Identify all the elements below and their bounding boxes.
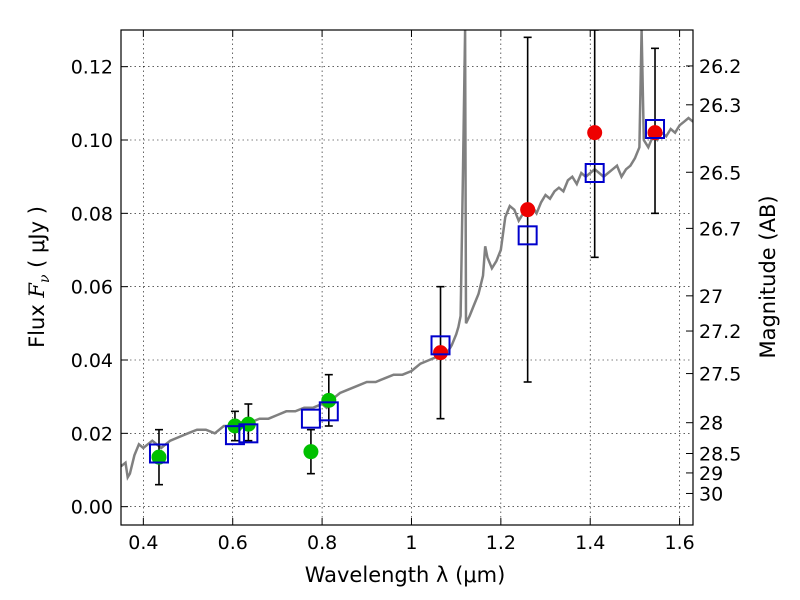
y-tick-label: 0.12 xyxy=(71,57,113,79)
model-flux-marker xyxy=(300,408,321,429)
y-axis-label: Flux Fν ( μJy ) xyxy=(25,206,53,348)
x-tick-label: 1 xyxy=(405,532,417,554)
photometry-point xyxy=(647,125,663,141)
photometry-point xyxy=(303,444,319,460)
photometry-point xyxy=(321,392,337,408)
y-tick-label: 0.00 xyxy=(71,497,113,519)
model-flux-marker xyxy=(224,425,245,446)
x-tick-label: 1.2 xyxy=(486,532,516,554)
y2-tick-label: 26.7 xyxy=(699,218,741,240)
x-tick-label: 0.6 xyxy=(218,532,248,554)
x-tick-label: 0.4 xyxy=(128,532,158,554)
model-flux-marker xyxy=(517,225,538,246)
x-tick-label: 1.6 xyxy=(664,532,694,554)
model-flux-marker xyxy=(238,423,259,444)
y2-tick-label: 29 xyxy=(699,463,723,485)
plot-series xyxy=(121,30,693,486)
photometry-point xyxy=(587,125,603,141)
model-spectrum-line xyxy=(121,30,693,481)
y2-tick-label: 27 xyxy=(699,286,723,308)
model-flux-marker xyxy=(148,443,169,464)
y-tick-label: 0.06 xyxy=(71,277,113,299)
y2-axis-label: Magnitude (AB) xyxy=(756,195,780,358)
axis-labels: Wavelength λ (μm) Flux Fν ( μJy ) Magnit… xyxy=(25,195,780,587)
plot-frame xyxy=(120,29,694,526)
model-flux-marker xyxy=(645,119,666,139)
y2-tick-label: 26.5 xyxy=(699,162,741,184)
y-tick-label: 0.04 xyxy=(71,350,113,372)
photometry-point xyxy=(433,345,449,361)
x-tick-label: 0.8 xyxy=(307,532,337,554)
y-tick-label: 0.02 xyxy=(71,423,113,445)
y2-tick-label: 27.5 xyxy=(699,364,741,386)
y2-tick-label: 28.5 xyxy=(699,444,741,466)
y2-tick-label: 28 xyxy=(699,413,723,435)
photometry-point xyxy=(520,202,536,218)
y2-tick-label: 26.3 xyxy=(699,95,741,117)
y2-tick-label: 27.2 xyxy=(699,321,741,343)
x-axis-label: Wavelength λ (μm) xyxy=(305,563,506,587)
model-flux-marker xyxy=(318,401,339,422)
x-tick-label: 1.4 xyxy=(575,532,605,554)
grid xyxy=(121,30,693,525)
model-flux-marker xyxy=(430,335,451,356)
y-tick-label: 0.10 xyxy=(71,130,113,152)
model-flux-marker xyxy=(584,163,605,183)
photometry-point xyxy=(151,449,167,465)
axes: 0.4 0.6 0.8 1 1.2 1.4 1.6 0.00 0.02 0.04 0.06 0.08 0… xyxy=(71,29,741,554)
y-tick-label: 0.08 xyxy=(71,203,113,225)
y2-tick-label: 30 xyxy=(699,483,723,505)
y2-tick-label: 26.2 xyxy=(699,56,741,78)
